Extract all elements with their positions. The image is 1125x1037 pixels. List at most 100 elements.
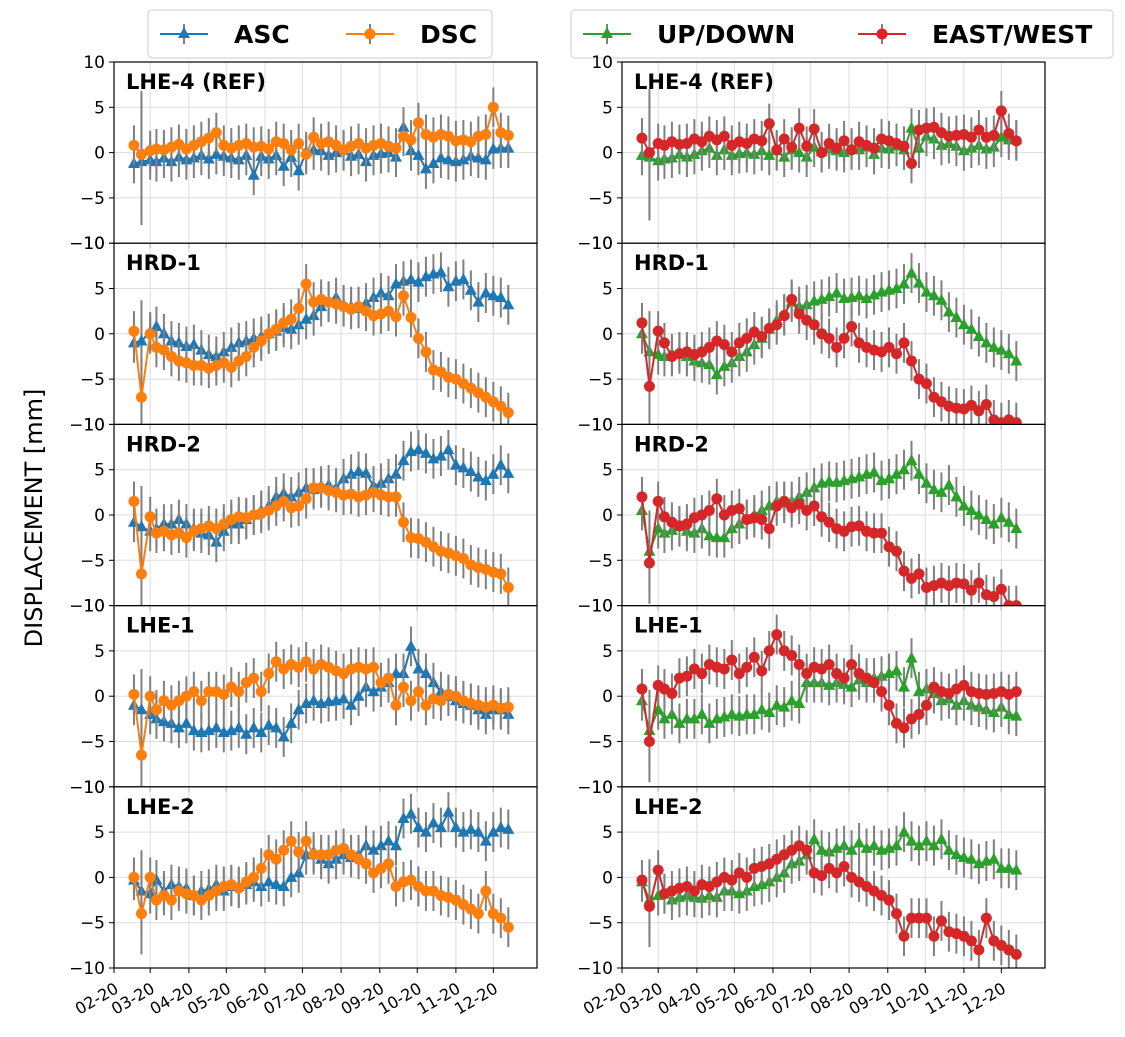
panel-lhe-1-ud-ew-series-east-west-point [718, 663, 730, 675]
panel-lhe-1-ud-ew-series-up-down-point [770, 698, 783, 710]
panel-hrd-2-asc-dsc-series-dsc-point [300, 493, 312, 505]
panel-lhe-1-ud-ew-series-up-down-point [748, 707, 761, 719]
panel-lhe-2-ud-ew-series-up-down-point [987, 852, 1000, 864]
panel-lhe-2-asc-dsc-ytick-label: 5 [94, 823, 105, 843]
panel-lhe-2-asc-dsc-series-asc-point [479, 834, 492, 846]
panel-lhe-2-ud-ew-xtick-label: 05-20 [692, 979, 742, 1019]
panel-hrd-2-asc-dsc: −10 −5 0 5 10 HRD-2 [69, 415, 538, 617]
panel-lhe-2-ud-ew-ytick-label: −10 [577, 959, 613, 979]
panel-lhe-2-ud-ew-series-east-west-point [831, 867, 843, 879]
panel-lhe-4-ref-ud-ew-series-east-west-point [838, 135, 850, 147]
panel-lhe-1-asc-dsc-series-asc-point [232, 721, 245, 733]
panel-lhe-4-ref-ud-ew-ytick-label: 10 [591, 53, 613, 73]
panel-lhe-2-ud-ew-series-east-west-point [928, 930, 940, 942]
panel-lhe-2-ud-ew-series-east-west-point [801, 844, 813, 856]
panel-hrd-1-ud-ew-series-east-west-point [652, 325, 664, 337]
panel-lhe-4-ref-ud-ew-series-east-west-point [816, 147, 828, 159]
panel-lhe-1-asc-dsc-series-asc-point [367, 685, 380, 697]
panel-lhe-2-ud-ew-series-up-down-point [1002, 861, 1015, 873]
panel-hrd-1-ud-ew-series-east-west-point [1010, 417, 1022, 425]
panel-hrd-1-asc-dsc-series-asc-point [487, 289, 500, 301]
panel-hrd-1-ud-ew-series-east-west-point [726, 346, 738, 358]
panel-lhe-2-asc-dsc-series-dsc-point [285, 835, 297, 847]
panel-hrd-1-asc-dsc-series-asc-point [494, 291, 507, 303]
panel-lhe-2-asc-dsc-series-dsc-point [360, 858, 372, 870]
legend-entry-up-down: UP/DOWN [583, 20, 795, 49]
panel-hrd-2-ud-ew-series-east-west-point [711, 493, 723, 505]
panel-lhe-4-ref-asc-dsc-series-asc-point [472, 151, 485, 163]
panel-lhe-1-asc-dsc-series-asc-point [292, 703, 305, 715]
panel-lhe-4-ref-ud-ew-series-east-west-point [718, 130, 730, 142]
panel-lhe-4-ref-asc-dsc-ytick-label: −5 [80, 189, 105, 209]
panel-hrd-1-ud-ew-series-up-down-point [890, 282, 903, 293]
panel-hrd-1-ud-ew-series-east-west-point [831, 341, 843, 353]
panel-lhe-1-asc-dsc-series-dsc-point [435, 695, 447, 707]
panel-lhe-4-ref-ud-ew-data [635, 89, 1023, 221]
panel-lhe-4-ref-asc-dsc-series-dsc-point [300, 148, 312, 160]
legend-left-frame [147, 9, 493, 59]
panel-lhe-4-ref-ud-ew-label: LHE-4 (REF) [634, 70, 774, 94]
panel-lhe-2-asc-dsc-series-asc-point [464, 822, 477, 834]
panel-lhe-2-asc-dsc-series-asc-point [150, 873, 163, 885]
panel-hrd-2-asc-dsc-data [127, 429, 515, 606]
panel-hrd-1-asc-dsc-series-dsc-point [300, 278, 312, 290]
panel-hrd-1-ud-ew-series-east-west-point [793, 308, 805, 320]
panel-lhe-4-ref-asc-dsc-series-asc-point [277, 159, 290, 171]
panel-hrd-1-ud-ew-series-up-down-point [935, 293, 948, 305]
panel-hrd-2-asc-dsc-series-asc-point [434, 449, 447, 461]
panel-lhe-1-ud-ew-series-up-down-point [658, 712, 671, 724]
panel-hrd-1-asc-dsc-series-dsc-point [135, 391, 147, 403]
panel-lhe-2-ud-ew-series-up-down-point [920, 834, 933, 846]
panel-hrd-1-asc-dsc-ytick-label: 5 [94, 280, 105, 300]
panel-hrd-2-asc-dsc-series-dsc-point [495, 568, 507, 580]
panel-lhe-1-ud-ew: −10 −5 0 5 10 LHE-1 [577, 597, 1046, 798]
legend-asc-triangle-marker [178, 27, 190, 38]
panel-lhe-2-asc-dsc-ytick-label: −5 [80, 914, 105, 934]
panel-hrd-1-ud-ew-series-up-down-point [710, 368, 723, 380]
panel-lhe-2-asc-dsc-data [127, 792, 515, 955]
panel-hrd-2-ud-ew-label: HRD-2 [634, 432, 709, 456]
panel-hrd-1-ud-ew-series-up-down-point [995, 343, 1008, 355]
panel-lhe-2-asc-dsc-series-asc-point [472, 825, 485, 837]
panel-lhe-1-asc-dsc-data [127, 626, 515, 787]
panel-lhe-1-asc-dsc-series-asc-point [337, 692, 350, 704]
legend-asc-label: ASC [234, 20, 290, 49]
panel-hrd-2-asc-dsc-series-asc-point [449, 458, 462, 470]
panel-hrd-1-ud-ew-series-up-down-point [718, 359, 731, 371]
panel-lhe-4-ref-ud-ew-series-east-west-point [973, 124, 985, 136]
panel-lhe-1-ud-ew-series-up-down-point [778, 700, 791, 712]
panel-hrd-2-ud-ew-series-east-west-point [793, 498, 805, 510]
panel-lhe-2-ud-ew-data [635, 812, 1023, 968]
panel-hrd-1-ud-ew-series-east-west-point [891, 348, 903, 360]
panel-lhe-1-ud-ew-series-up-down-point [898, 680, 910, 692]
panel-lhe-4-ref-asc-dsc-series-asc-point [210, 147, 223, 159]
panel-hrd-2-ud-ew-series-up-down-point [718, 531, 731, 543]
panel-lhe-2-ud-ew-series-up-down-point [838, 839, 851, 851]
panel-lhe-1-asc-dsc-ytick-label: −5 [80, 733, 105, 753]
panel-hrd-1-asc-dsc-series-asc-point [472, 295, 485, 307]
panel-hrd-1-asc-dsc-series-dsc-point [144, 328, 156, 340]
panel-hrd-1-ud-ew-series-east-west-point [920, 378, 932, 390]
panel-hrd-1-asc-dsc-series-dsc-point [412, 332, 424, 344]
panel-hrd-2-asc-dsc-ytick-label: 0 [94, 506, 105, 526]
panel-lhe-1-asc-dsc-label: LHE-1 [126, 614, 195, 638]
panel-lhe-4-ref-asc-dsc-series-dsc-point [405, 134, 417, 146]
panel-hrd-1-ud-ew-series-east-west-point [718, 339, 730, 351]
panel-lhe-2-ud-ew-series-east-west-point [688, 885, 700, 897]
panel-lhe-1-ud-ew-series-east-west-point [876, 686, 888, 698]
panel-hrd-2-ud-ew-ytick-label: −5 [588, 551, 613, 571]
panel-hrd-1-asc-dsc-series-asc-point [464, 283, 477, 295]
panel-lhe-4-ref-ud-ew-series-east-west-point [756, 135, 768, 147]
panel-hrd-2-ud-ew-series-up-down-point [920, 476, 933, 488]
panel-lhe-1-ud-ew-label: LHE-1 [634, 614, 703, 638]
panel-hrd-1-ud-ew-series-east-west-point [658, 337, 670, 349]
panel-lhe-1-ud-ew-series-up-down-point [725, 707, 738, 719]
panel-lhe-2-asc-dsc-series-asc-point [390, 839, 402, 851]
panel-lhe-1-asc-dsc-series-asc-point [277, 730, 290, 742]
panel-lhe-4-ref-ud-ew-series-east-west-point [801, 140, 813, 152]
panel-hrd-2-ud-ew-data [635, 440, 1023, 606]
panel-hrd-2-asc-dsc-series-dsc-point [293, 500, 305, 512]
panel-lhe-4-ref-asc-dsc-series-dsc-point [502, 129, 514, 141]
panel-hrd-1-ud-ew-ytick-label: −10 [577, 415, 613, 435]
panel-lhe-2-ud-ew-series-up-down-point [965, 852, 978, 864]
